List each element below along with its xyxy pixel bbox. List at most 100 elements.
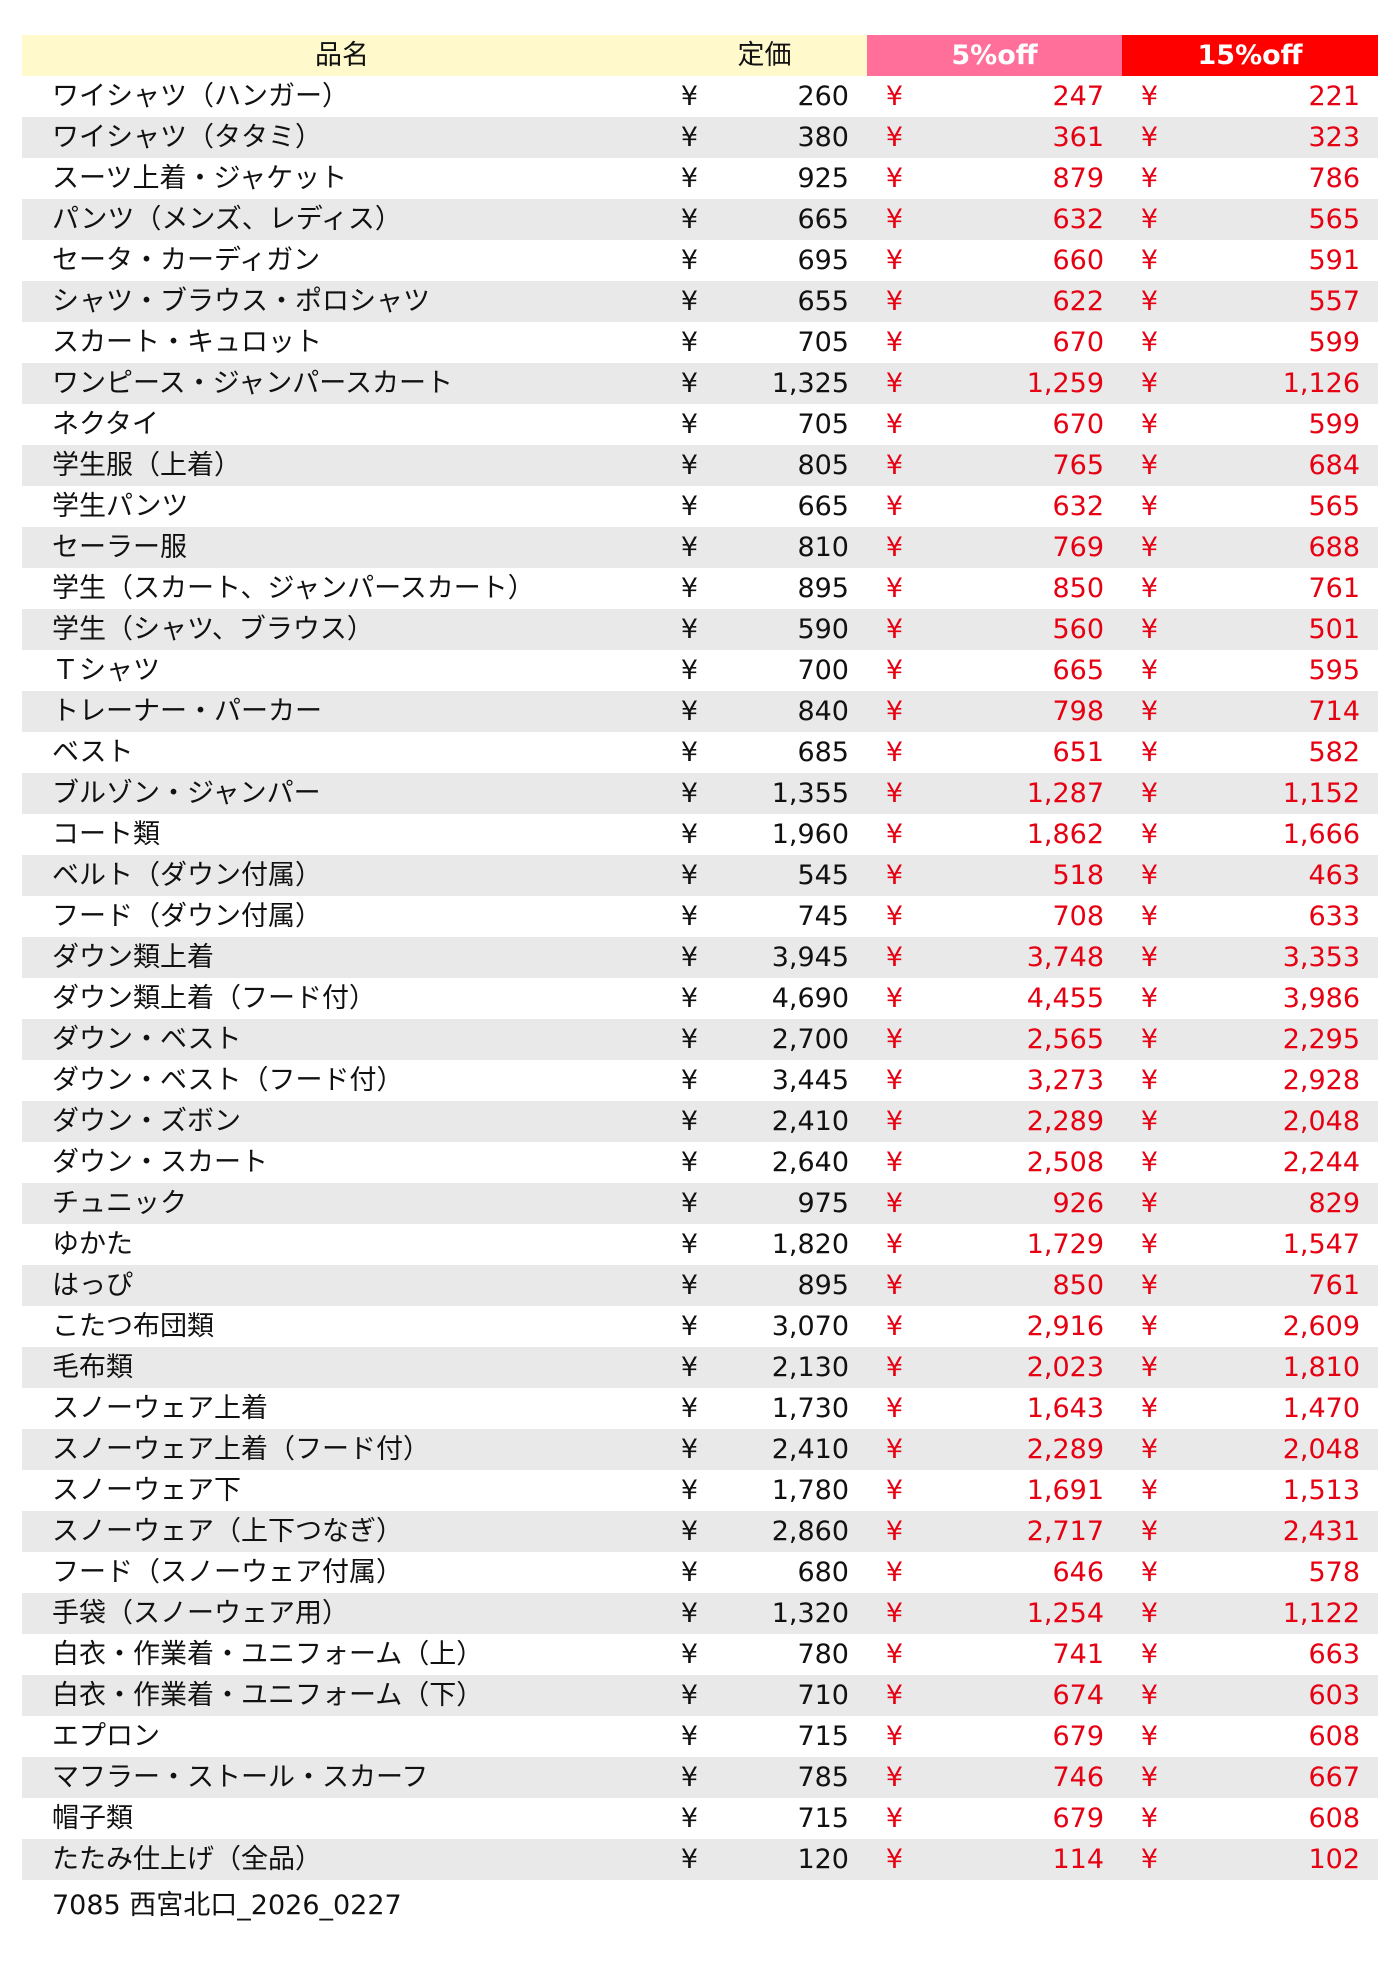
price-5-percent-off: 622 (922, 281, 1123, 322)
currency-symbol: ¥ (885, 901, 904, 932)
currency-symbol: ¥ (1122, 1347, 1178, 1388)
item-name: スノーウェア下 (52, 1475, 241, 1506)
item-name: 帽子類 (52, 1803, 133, 1834)
price-5-percent-off: 1,643 (1026, 1393, 1105, 1424)
list-price: 545 (717, 855, 867, 896)
price-5-percent-off: 1,259 (922, 363, 1123, 404)
price-15-percent-off: 1,810 (1177, 1347, 1379, 1388)
item-name: ゆかた (52, 1229, 133, 1260)
currency-symbol: ¥ (1140, 1803, 1159, 1834)
price-15-percent-off: 608 (1308, 1721, 1361, 1752)
list-price: 665 (717, 199, 867, 240)
currency-symbol: ¥ (885, 491, 904, 522)
currency-symbol: ¥ (1140, 1311, 1159, 1342)
currency-symbol: ¥ (1140, 1721, 1159, 1752)
price-5-percent-off: 765 (922, 445, 1123, 486)
currency-symbol: ¥ (662, 1183, 717, 1224)
list-price: 665 (797, 491, 849, 522)
item-name: ブルゾン・ジャンパー (22, 773, 662, 814)
currency-symbol: ¥ (1140, 81, 1159, 112)
price-15-percent-off: 761 (1177, 1265, 1379, 1306)
price-5-percent-off: 2,916 (1026, 1311, 1105, 1342)
currency-symbol: ¥ (885, 1393, 904, 1424)
currency-symbol: ¥ (680, 81, 699, 112)
currency-symbol: ¥ (1140, 1147, 1159, 1178)
item-name: スノーウェア（上下つなぎ） (22, 1511, 662, 1552)
currency-symbol: ¥ (885, 1639, 904, 1670)
price-5-percent-off: 1,254 (922, 1593, 1123, 1634)
item-name: 白衣・作業着・ユニフォーム（下） (22, 1675, 662, 1716)
currency-symbol: ¥ (680, 737, 699, 768)
currency-symbol: ¥ (662, 1675, 717, 1716)
item-name: スノーウェア上着 (52, 1393, 268, 1424)
list-price: 780 (797, 1639, 849, 1670)
currency-symbol: ¥ (1122, 1593, 1178, 1634)
currency-symbol: ¥ (1122, 1265, 1178, 1306)
currency-symbol: ¥ (662, 363, 717, 404)
currency-symbol: ¥ (885, 1557, 904, 1588)
table-body: ワイシャツ（ハンガー） ¥260 ¥247 ¥221 ワイシャツ（タタミ） ¥380 ¥36… (22, 76, 1379, 1880)
list-price: 655 (717, 281, 867, 322)
item-name: ワイシャツ（タタミ） (22, 117, 662, 158)
price-5-percent-off: 798 (922, 691, 1123, 732)
price-5-percent-off: 674 (922, 1675, 1123, 1716)
list-price: 685 (797, 737, 849, 768)
currency-symbol: ¥ (662, 1429, 717, 1470)
header-15-percent-off: 15%off (1122, 35, 1379, 76)
item-name: ダウン・ベスト（フード付） (52, 1065, 404, 1096)
price-15-percent-off: 3,986 (1282, 983, 1361, 1014)
price-15-percent-off: 829 (1177, 1183, 1379, 1224)
table-row: シャツ・ブラウス・ポロシャツ ¥655 ¥622 ¥557 (22, 281, 1379, 322)
currency-symbol: ¥ (662, 1593, 717, 1634)
item-name: 学生パンツ (52, 491, 189, 522)
currency-symbol: ¥ (680, 409, 699, 440)
price-15-percent-off: 1,470 (1282, 1393, 1361, 1424)
list-price: 710 (717, 1675, 867, 1716)
price-15-percent-off: 1,666 (1282, 819, 1361, 850)
currency-symbol: ¥ (1122, 1101, 1178, 1142)
currency-symbol: ¥ (1140, 409, 1159, 440)
item-name: ダウン類上着 (22, 937, 662, 978)
price-15-percent-off: 1,547 (1282, 1229, 1361, 1260)
list-price: 2,410 (717, 1101, 867, 1142)
list-price: 120 (717, 1839, 867, 1880)
price-5-percent-off: 2,508 (1026, 1147, 1105, 1178)
price-5-percent-off: 670 (1052, 327, 1105, 358)
currency-symbol: ¥ (867, 855, 922, 896)
currency-symbol: ¥ (1140, 819, 1159, 850)
price-15-percent-off: 608 (1308, 1803, 1361, 1834)
currency-symbol: ¥ (867, 199, 922, 240)
price-15-percent-off: 1,122 (1177, 1593, 1379, 1634)
header-5-percent-off: 5%off (867, 35, 1123, 76)
price-15-percent-off: 323 (1177, 117, 1379, 158)
currency-symbol: ¥ (1140, 1475, 1159, 1506)
list-price: 895 (797, 573, 849, 604)
price-15-percent-off: 2,048 (1177, 1101, 1379, 1142)
price-15-percent-off: 633 (1308, 901, 1361, 932)
currency-symbol: ¥ (885, 327, 904, 358)
table-row: ダウン・ベスト ¥2,700 ¥2,565 ¥2,295 (22, 1019, 1379, 1060)
list-price: 680 (797, 1557, 849, 1588)
table-row: ダウン・スカート ¥2,640 ¥2,508 ¥2,244 (22, 1142, 1378, 1183)
currency-symbol: ¥ (867, 281, 922, 322)
price-5-percent-off: 4,455 (1026, 983, 1105, 1014)
price-5-percent-off: 651 (1052, 737, 1105, 768)
list-price: 1,730 (771, 1393, 849, 1424)
table-row: 学生パンツ ¥665 ¥632 ¥565 (22, 486, 1378, 527)
list-price: 3,945 (717, 937, 867, 978)
currency-symbol: ¥ (662, 1757, 717, 1798)
list-price: 2,640 (771, 1147, 849, 1178)
currency-symbol: ¥ (680, 1229, 699, 1260)
table-row: たたみ仕上げ（全品） ¥120 ¥114 ¥102 (22, 1839, 1379, 1880)
list-price: 705 (797, 327, 849, 358)
header-list-price: 定価 (662, 35, 867, 76)
currency-symbol: ¥ (662, 691, 717, 732)
currency-symbol: ¥ (680, 491, 699, 522)
price-15-percent-off: 565 (1177, 199, 1379, 240)
currency-symbol: ¥ (1122, 1757, 1178, 1798)
currency-symbol: ¥ (680, 1639, 699, 1670)
currency-symbol: ¥ (885, 81, 904, 112)
currency-symbol: ¥ (1140, 245, 1159, 276)
price-15-percent-off: 603 (1177, 1675, 1379, 1716)
price-5-percent-off: 741 (1052, 1639, 1105, 1670)
